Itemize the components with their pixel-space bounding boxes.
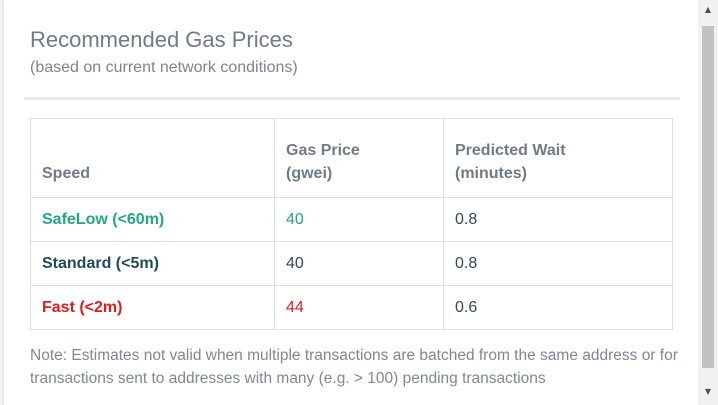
speed-cell: Standard (<5m) (30, 241, 275, 286)
card-subtitle: (based on current network conditions) (30, 59, 298, 76)
estimate-note: Note: Estimates not valid when multiple … (30, 347, 678, 387)
column-header-gas-price-line1: Gas Price (286, 142, 360, 159)
speed-cell: SafeLow (<60m) (30, 197, 275, 242)
gas-price-cell: 44 (274, 285, 444, 330)
column-header-predicted-wait-line2: (minutes) (455, 165, 527, 182)
gas-price-table: Speed Gas Price (gwei) Predicted Wait (m… (30, 118, 673, 330)
header-divider (24, 97, 680, 100)
vertical-scrollbar[interactable]: ▲ ▼ (698, 0, 718, 405)
wait-cell: 0.8 (443, 241, 673, 286)
scrollbar-thumb[interactable] (702, 26, 714, 368)
column-header-speed: Speed (30, 118, 275, 198)
gas-price-cell: 40 (274, 197, 444, 242)
column-header-predicted-wait: Predicted Wait (minutes) (443, 118, 673, 198)
column-header-speed-line1: Speed (42, 165, 91, 182)
speed-cell: Fast (<2m) (30, 285, 275, 330)
card-title: Recommended Gas Prices (30, 27, 293, 52)
wait-cell: 0.6 (443, 285, 673, 330)
column-header-predicted-wait-line1: Predicted Wait (455, 142, 566, 159)
triangle-down-icon[interactable]: ▼ (704, 387, 712, 396)
table-row: SafeLow (<60m) 40 0.8 (30, 197, 673, 242)
triangle-up-icon[interactable]: ▲ (704, 5, 712, 14)
wait-cell: 0.8 (443, 197, 673, 242)
column-header-gas-price-line2: (gwei) (286, 165, 333, 182)
table-row: Standard (<5m) 40 0.8 (30, 241, 673, 286)
gas-price-card: Recommended Gas Prices (based on current… (4, 0, 698, 405)
gas-price-cell: 40 (274, 241, 444, 286)
table-header-row: Speed Gas Price (gwei) Predicted Wait (m… (30, 118, 673, 198)
table-row: Fast (<2m) 44 0.6 (30, 285, 673, 330)
column-header-gas-price: Gas Price (gwei) (274, 118, 444, 198)
